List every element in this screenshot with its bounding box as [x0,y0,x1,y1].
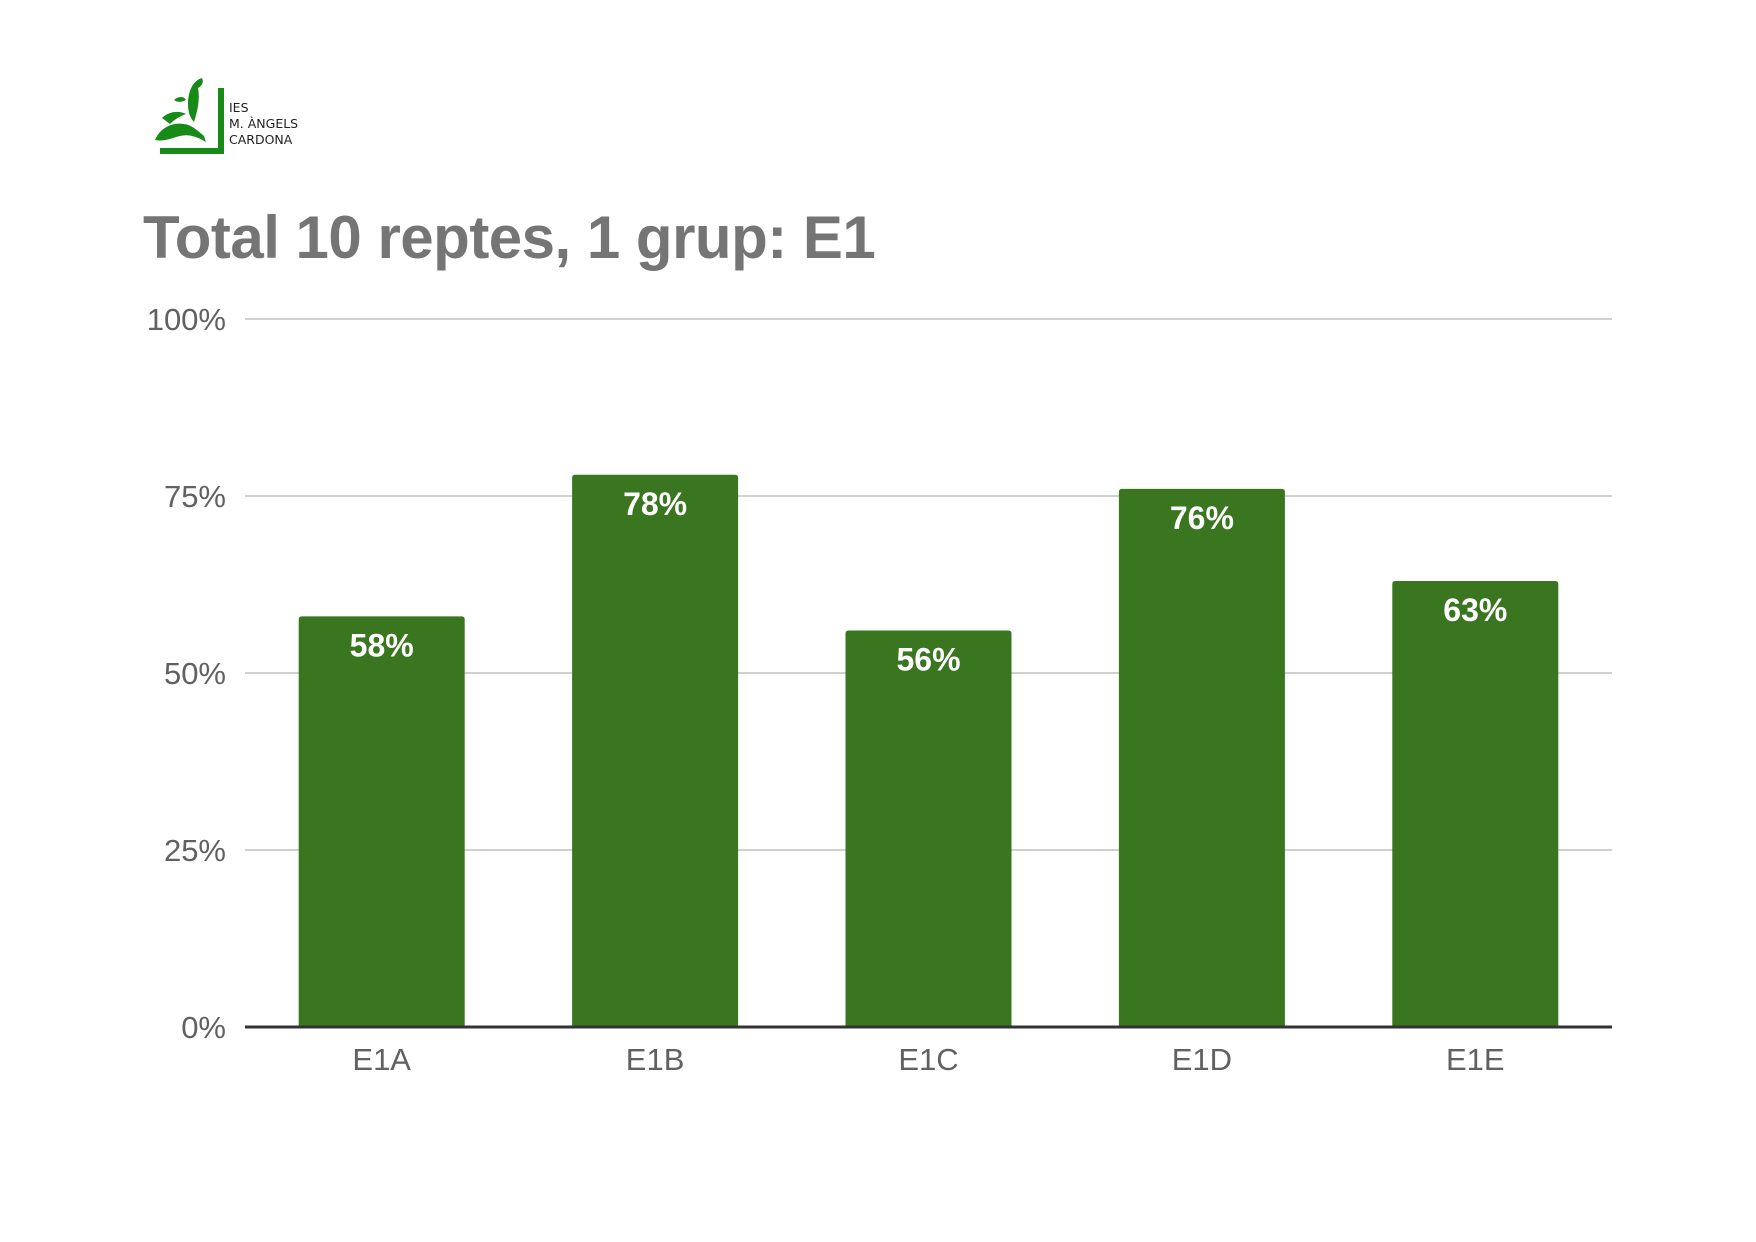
logo-text-line-1: IES [229,100,249,115]
data-label: 76% [1170,500,1234,536]
x-tick-label: E1B [626,1042,685,1077]
data-label: 56% [896,642,960,678]
bar-e1b [572,474,739,1027]
y-tick-label: 50% [164,656,226,691]
x-tick-label: E1C [898,1042,958,1077]
bar-e1a [298,616,465,1027]
bar-e1e [1392,580,1559,1027]
data-label: 78% [623,486,687,522]
x-tick-label: E1E [1446,1042,1505,1077]
chart-title: Total 10 reptes, 1 grup: E1 [143,204,876,271]
data-label: 58% [350,627,414,663]
bar-e1c [845,630,1012,1027]
y-axis-labels: 0% 25% 50% 75% 100% [147,302,226,1045]
y-tick-label: 25% [164,833,226,868]
y-tick-label: 75% [164,479,226,514]
logo-text-line-3: CARDONA [229,132,293,147]
y-tick-label: 0% [181,1010,226,1045]
x-tick-label: E1A [352,1042,411,1077]
logo-text-line-2: M. ÀNGELS [229,116,299,131]
y-tick-label: 100% [147,302,226,337]
data-label: 63% [1443,592,1507,628]
bars [298,474,1559,1027]
x-axis-labels: E1A E1B E1C E1D E1E [352,1042,1504,1077]
bird-logo-icon [155,78,224,154]
school-logo: IES M. ÀNGELS CARDONA [152,76,332,156]
data-labels: 58% 78% 56% 76% 63% [350,486,1508,678]
bar-e1d [1118,488,1285,1027]
x-tick-label: E1D [1172,1042,1232,1077]
